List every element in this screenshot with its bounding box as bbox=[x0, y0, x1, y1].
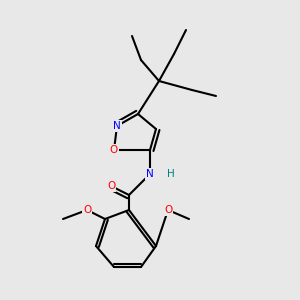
Text: H: H bbox=[167, 169, 175, 179]
Text: N: N bbox=[146, 169, 154, 179]
Text: N: N bbox=[113, 121, 121, 131]
Text: O: O bbox=[110, 145, 118, 155]
Text: O: O bbox=[107, 181, 115, 191]
Text: O: O bbox=[83, 205, 91, 215]
Text: O: O bbox=[164, 205, 172, 215]
